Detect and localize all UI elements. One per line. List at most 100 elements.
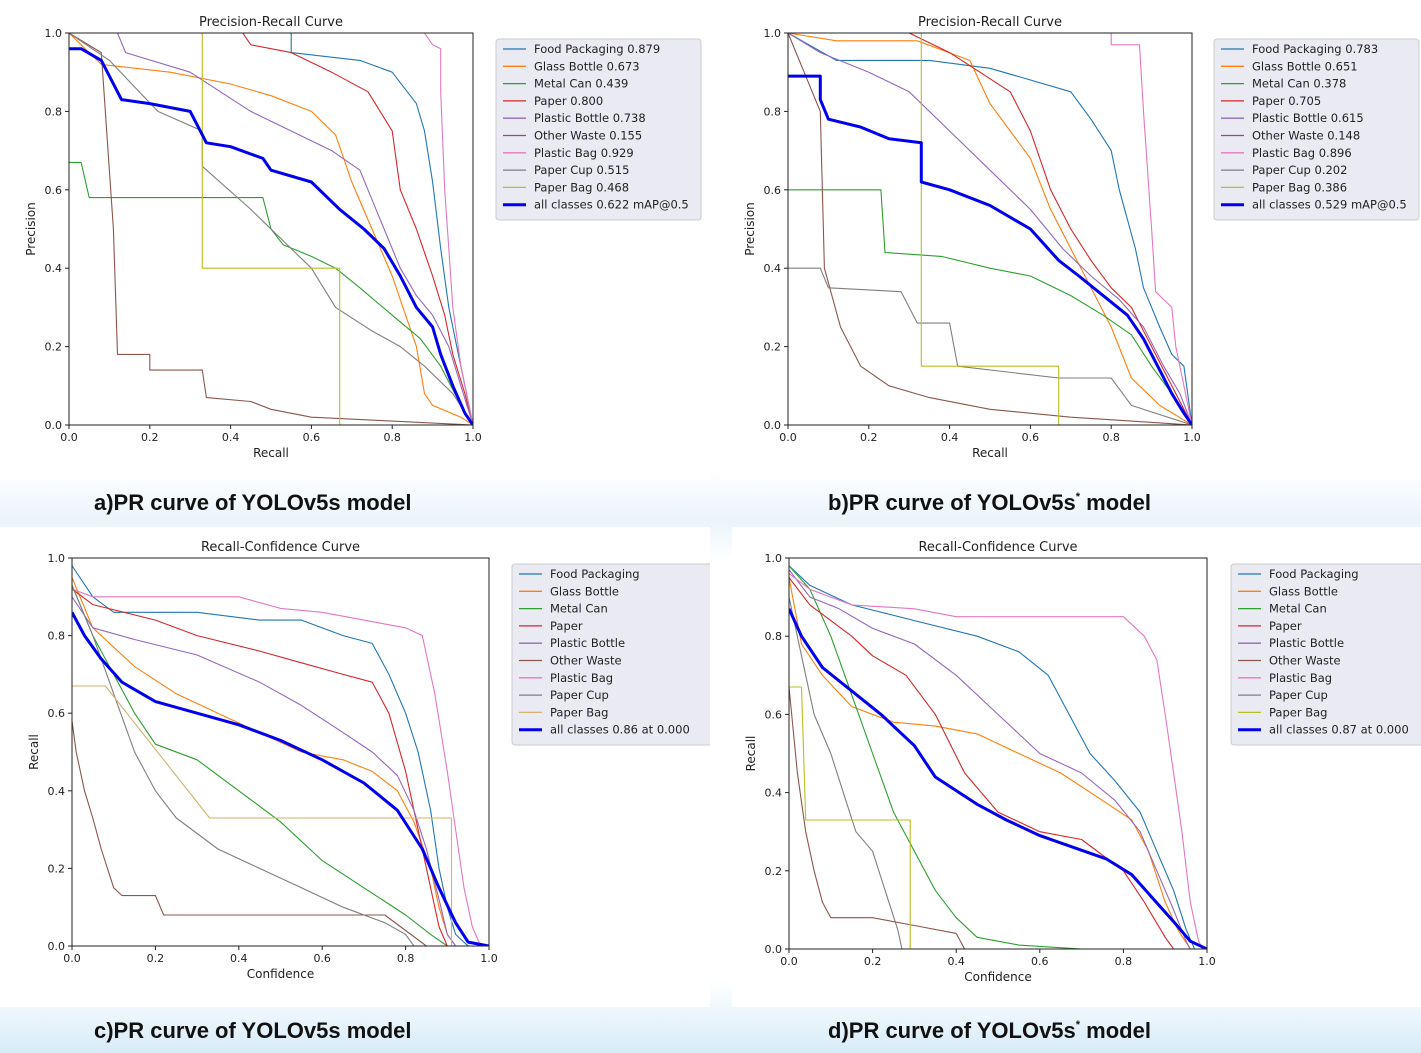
legend-label-9: all classes 0.622 mAP@0.5 [534,198,689,212]
legend-label-5: Other Waste 0.148 [1252,129,1360,143]
x-tick-label: 0.6 [313,952,331,965]
x-tick-label: 0.8 [397,952,415,965]
x-tick-label: 0.2 [860,431,878,444]
recall-confidence-yolov5s: Recall-Confidence Curve 0.0 0.2 0.4 0.6 0.8 1.… [27,540,718,981]
x-tick-label: 0.2 [864,955,882,968]
y-tick-label: 0.0 [45,419,63,432]
legend-label-5: Other Waste [550,654,622,668]
series-line-7 [69,33,473,425]
series-line-8 [69,33,473,425]
y-tick-label: 0.6 [764,184,782,197]
caption-a-suffix: model [340,490,412,515]
y-tick-label: 1.0 [48,552,66,565]
x-tick-label: 0.6 [1022,431,1040,444]
caption-b-text: b)PR curve of YOLOv5s [828,490,1076,515]
series-line-4 [72,596,457,946]
legend-box [1230,563,1421,746]
plot-frame [68,32,474,426]
x-tick-label: 0.6 [303,431,321,444]
caption-c: c)PR curve of YOLOv5s model [94,1018,411,1044]
legend-label-8: Paper Bag 0.386 [1252,180,1347,194]
x-tick-label: 0.8 [383,431,401,444]
legend-label-0: Food Packaging [1269,567,1359,581]
series-line-9 [789,608,1207,949]
y-tick-label: 0.6 [765,708,783,721]
legend-label-9: all classes 0.87 at 0.000 [1269,723,1409,737]
legend-label-7: Paper Cup 0.515 [534,163,629,177]
series-line-2 [788,189,1192,425]
series-line-0 [69,33,473,425]
x-tick-label: 0.4 [222,431,240,444]
series-line-7 [788,267,1192,425]
pr-curve-yolov5s-star: Precision-Recall Curve 0.0 0.2 0.4 0.6 0.8 1.0… [743,15,1420,460]
series-line-2 [69,161,473,425]
chart-panel-c: Recall-Confidence Curve 0.0 0.2 0.4 0.6 0.8 1.… [0,527,718,1007]
legend-label-8: Paper Bag [550,705,608,719]
series-line-2 [72,584,448,946]
legend-label-8: Paper Bag 0.468 [534,180,629,194]
legend-label-7: Paper Cup [550,688,609,702]
series-line-0 [789,565,1196,949]
y-tick-label: 0.2 [48,862,66,875]
series-line-7 [72,584,415,946]
caption-d: d)PR curve of YOLOv5s* model [828,1018,1151,1044]
series-line-0 [788,33,1192,425]
chart-panel-d: Recall-Confidence Curve 0.0 0.2 0.4 0.6 0.8 1.… [732,527,1421,1007]
legend-label-6: Plastic Bag 0.929 [534,146,634,160]
legend-label-8: Paper Bag [1269,705,1327,719]
series-line-1 [72,577,457,946]
plot-frame [788,557,1208,950]
y-tick-label: 0.8 [45,105,63,118]
x-tick-label: 0.2 [141,431,159,444]
y-tick-label: 0.8 [48,630,66,643]
series-line-5 [789,686,966,949]
series-line-1 [69,33,473,425]
chart-title: Recall-Confidence Curve [201,540,360,555]
y-tick-label: 1.0 [45,27,63,40]
caption-b-star: * [1075,491,1081,503]
series-line-1 [789,577,1191,949]
series-line-3 [789,577,1175,949]
x-tick-label: 0.8 [1102,431,1120,444]
y-tick-label: 0.0 [764,419,782,432]
y-tick-label: 0.2 [765,865,783,878]
series-line-0 [72,565,469,946]
series-line-8 [789,686,911,949]
pr-curve-yolov5s: Precision-Recall Curve 0.0 0.2 0.4 0.6 0.8 1.0… [24,15,702,460]
caption-d-star: * [1075,1019,1081,1031]
legend-label-2: Metal Can 0.439 [534,77,628,91]
legend-label-2: Metal Can 0.378 [1252,77,1346,91]
series-line-9 [788,74,1192,425]
legend-label-9: all classes 0.86 at 0.000 [550,723,690,737]
chart-title: Precision-Recall Curve [199,15,343,30]
x-tick-label: 1.0 [1198,955,1216,968]
y-tick-label: 0.4 [48,785,66,798]
series-line-4 [69,33,473,425]
x-axis-label: Confidence [964,970,1031,984]
legend-label-1: Glass Bottle 0.651 [1252,59,1358,73]
y-axis-label: Precision [24,202,38,256]
series-line-9 [69,47,473,425]
caption-c-suffix: model [340,1018,412,1043]
y-tick-label: 1.0 [764,27,782,40]
legend-box [495,38,702,221]
legend-label-2: Metal Can [1269,602,1327,616]
series-line-6 [788,33,1192,425]
legend-label-0: Food Packaging [550,567,640,581]
chart-panel-a: Precision-Recall Curve 0.0 0.2 0.4 0.6 0.8 1.0… [0,0,710,480]
series-line-8 [788,33,1192,425]
caption-a: a)PR curve of YOLOv5s model [94,490,411,516]
x-tick-label: 0.4 [230,952,248,965]
series-line-5 [69,33,473,425]
series-line-4 [788,33,1192,425]
x-axis-label: Recall [253,446,289,460]
legend-label-3: Paper [1269,619,1302,633]
caption-a-text: a)PR curve of YOLOv5s [94,490,341,515]
y-tick-label: 0.4 [764,262,782,275]
series-group [788,33,1192,425]
caption-d-text: d)PR curve of YOLOv5s [828,1018,1076,1043]
caption-d-suffix: model [1080,1018,1151,1043]
x-tick-label: 0.0 [60,431,78,444]
x-tick-label: 0.2 [147,952,165,965]
legend-label-5: Other Waste 0.155 [534,129,642,143]
